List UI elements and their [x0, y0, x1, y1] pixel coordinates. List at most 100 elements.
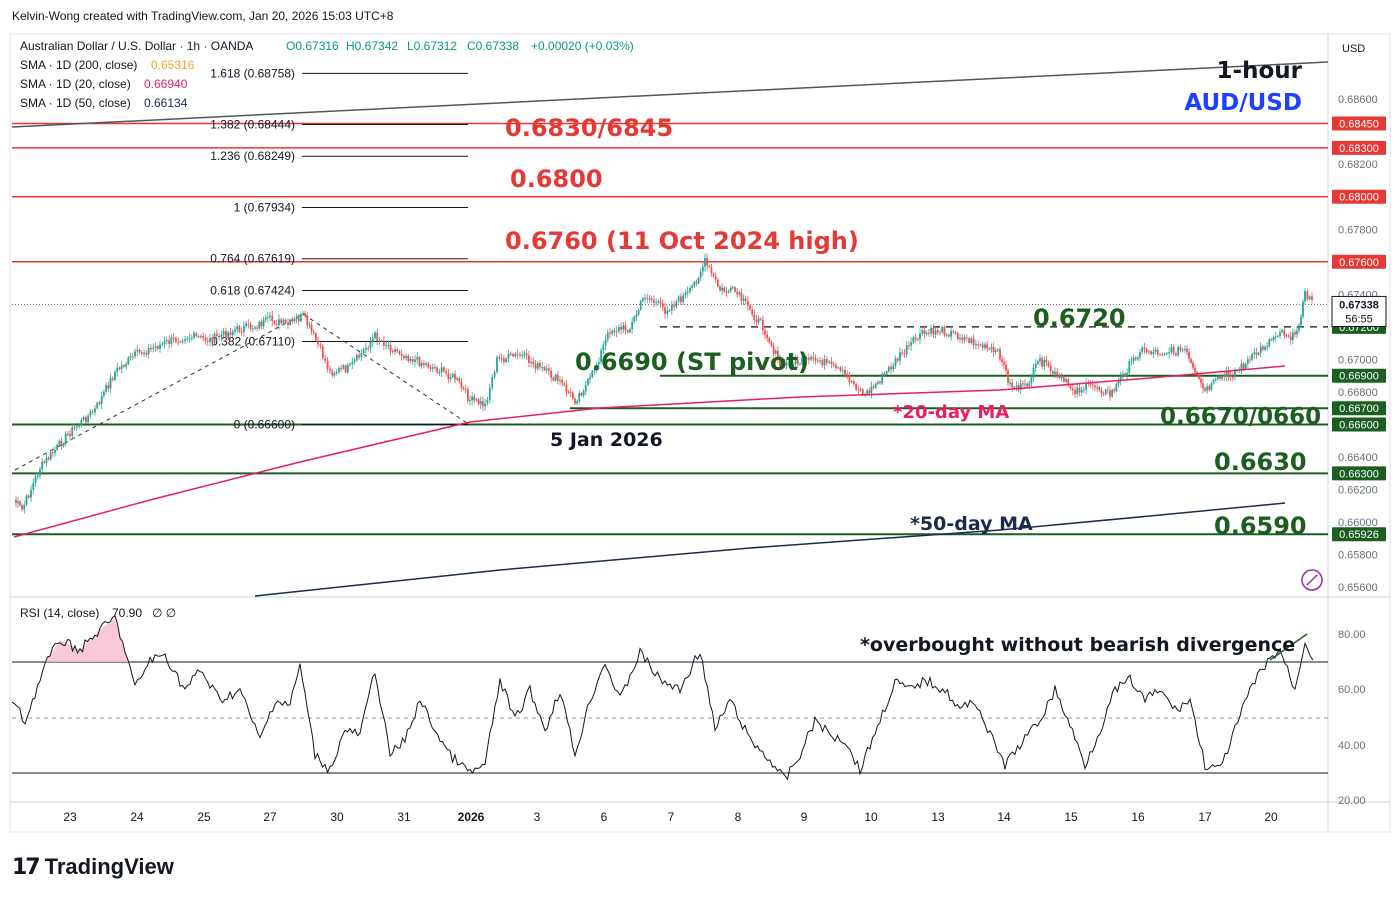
candle-body-101	[238, 326, 241, 332]
candle-body-440	[988, 348, 991, 350]
candle-body-102	[240, 331, 243, 333]
candle-body-541	[1206, 386, 1209, 391]
ma20-label: *20-day MA	[893, 402, 1009, 423]
candle-body-85	[202, 335, 205, 338]
candle-body-553	[1231, 376, 1234, 378]
candle-body-61	[147, 347, 150, 355]
rsi-pane[interactable]: RSI (14, close) 70.90 ∅ ∅ 80.00 60.00 40.00 20…	[11, 606, 1366, 807]
candle-body-177	[407, 355, 410, 362]
candle-body-286	[648, 298, 651, 300]
candle-body-554	[1234, 371, 1236, 377]
candle-body-296	[670, 304, 673, 311]
candle-body-563	[1253, 352, 1256, 354]
price-tick-0: 0.68600	[1338, 94, 1378, 106]
rsi-tick-2: 40.00	[1338, 740, 1366, 752]
candle-body-393	[883, 373, 886, 375]
tradingview-logo[interactable]: 17 TradingView	[12, 854, 174, 880]
candle-body-426	[956, 333, 959, 339]
price-axis[interactable]: USD0.686000.682000.678000.674000.670000.…	[1301, 43, 1387, 594]
candle-body-217	[496, 357, 498, 372]
candle-body-130	[302, 312, 304, 315]
candle-body-429	[963, 337, 966, 341]
candle-body-469	[1049, 366, 1052, 372]
candle-body-421	[945, 334, 948, 336]
candle-body-43	[107, 385, 110, 389]
candle-body-9	[32, 482, 35, 490]
legend-ohlc-h: H0.67342	[346, 39, 398, 53]
candle-body-372	[837, 367, 840, 369]
candle-body-33	[85, 417, 87, 423]
price-tag-bg-2	[1332, 189, 1386, 204]
candle-body-198	[454, 373, 456, 380]
candle-body-281	[637, 309, 640, 315]
candle-body-355	[799, 363, 801, 365]
candle-body-87	[206, 340, 209, 342]
candle-body-19	[54, 449, 56, 454]
candle-body-174	[400, 354, 403, 356]
candle-body-49	[120, 365, 123, 370]
price-tick-6: 0.66400	[1338, 452, 1378, 464]
resistance-label-6830-6845: 0.6830/6845	[505, 114, 673, 142]
candle-body-371	[835, 365, 837, 369]
candle-body-428	[961, 337, 964, 341]
candle-body-376	[846, 374, 849, 376]
candle-body-477	[1067, 379, 1070, 386]
fib-level-label-7: 0 (0.66600)	[234, 418, 295, 432]
legend-sma200-label: SMA · 1D (200, close)	[20, 58, 137, 72]
candle-body-184	[422, 363, 425, 365]
candle-body-402	[903, 353, 906, 355]
candle-body-414	[930, 327, 933, 334]
candle-body-155	[358, 355, 360, 358]
candle-body-567	[1261, 346, 1264, 350]
candle-body-496	[1109, 390, 1111, 397]
candle-body-47	[116, 367, 119, 372]
candle-body-435	[977, 344, 980, 346]
candle-body-316	[714, 276, 717, 280]
price-axis-currency: USD	[1342, 43, 1365, 55]
candle-body-250	[569, 392, 572, 394]
candle-body-350	[787, 361, 790, 363]
candle-body-258	[586, 379, 589, 385]
candle-body-354	[796, 359, 799, 364]
candle-body-146	[337, 368, 340, 372]
candle-body-352	[792, 363, 795, 368]
candle-body-164	[378, 340, 381, 342]
candle-body-362	[814, 358, 817, 361]
candle-body-84	[200, 335, 202, 337]
candle-body-81	[193, 333, 195, 338]
candle-body-218	[498, 357, 501, 359]
candle-body-498	[1113, 389, 1116, 392]
candle-body-159	[367, 347, 370, 349]
candle-body-209	[477, 399, 480, 405]
candle-body-73	[175, 338, 177, 342]
candle-body-115	[269, 315, 271, 318]
candle-body-380	[855, 384, 858, 390]
candle-body-262	[595, 364, 598, 371]
candle-body-44	[109, 378, 112, 389]
candle-body-6	[25, 495, 28, 505]
candle-body-124	[289, 319, 292, 325]
candle-body-540	[1204, 388, 1206, 391]
candle-body-504	[1126, 372, 1129, 376]
candle-body-497	[1111, 389, 1114, 397]
candle-body-11	[36, 475, 39, 477]
candle-body-222	[507, 353, 510, 359]
ma50-label: *50-day MA	[910, 513, 1033, 535]
candle-body-508	[1134, 357, 1137, 360]
candle-body-323	[729, 287, 732, 292]
candle-body-103	[242, 326, 245, 333]
candle-body-307	[695, 282, 698, 284]
candle-body-457	[1024, 383, 1026, 385]
candle-body-231	[527, 355, 530, 363]
time-axis[interactable]: 23 24 25 27 30 31 2026 3 6 7 8 9 10 13 14 15 16 17 20	[63, 810, 1278, 824]
candle-body-358	[805, 357, 808, 360]
candle-body-467	[1045, 359, 1048, 363]
candle-body-437	[981, 344, 984, 349]
candle-body-121	[282, 319, 285, 324]
candle-body-273	[620, 327, 623, 330]
candle-body-156	[360, 352, 363, 358]
candle-body-64	[154, 346, 157, 348]
candle-body-165	[380, 340, 383, 342]
candle-body-514	[1147, 351, 1150, 353]
